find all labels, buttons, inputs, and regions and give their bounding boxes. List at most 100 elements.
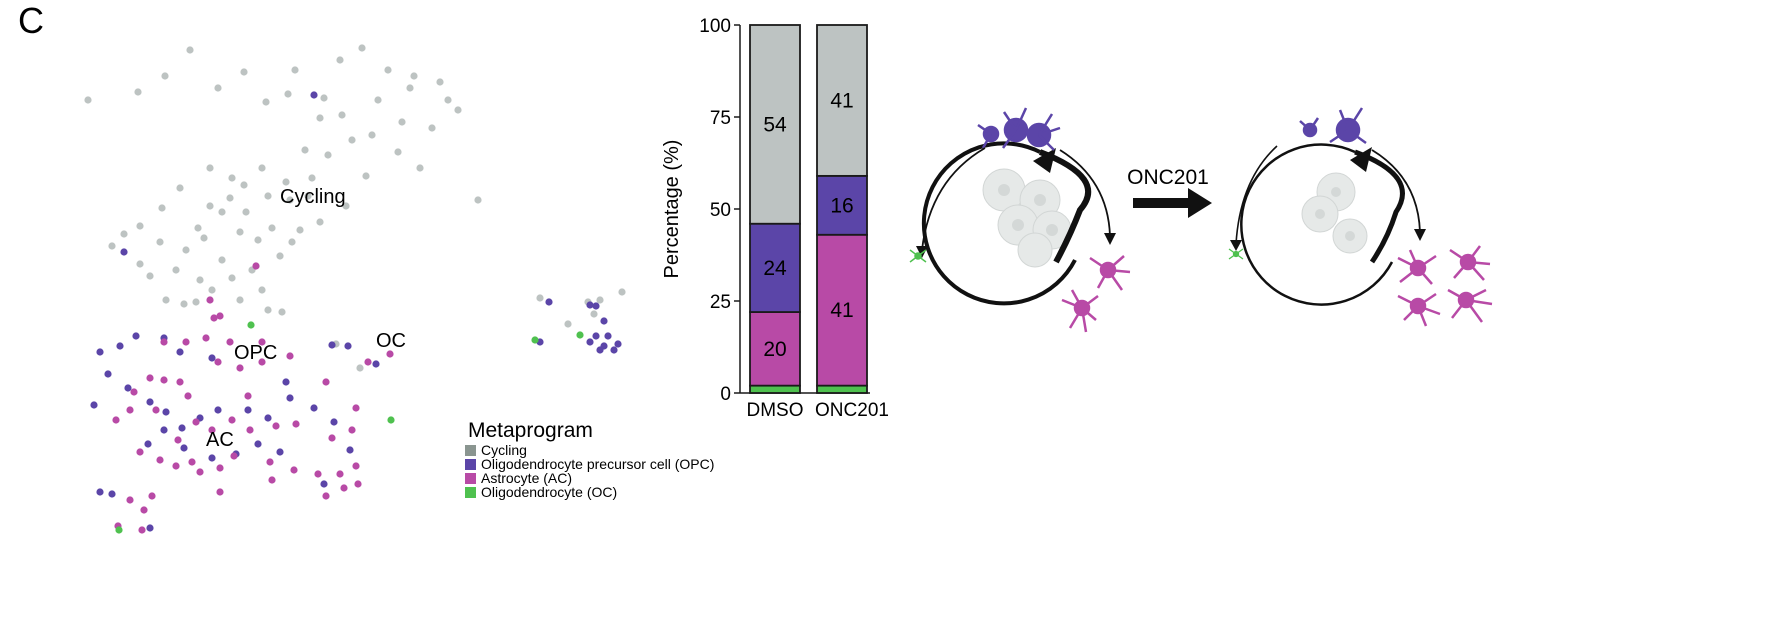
scatter-point-oc bbox=[387, 416, 395, 424]
scatter-point-opc bbox=[614, 340, 622, 348]
scatter-point-ac bbox=[228, 416, 236, 424]
scatter-point-cycling bbox=[436, 78, 444, 86]
scatter-point-cycling bbox=[180, 300, 188, 308]
scatter-points bbox=[84, 44, 626, 534]
scatter-point-cycling bbox=[348, 136, 356, 144]
cluster-label-opc: OPC bbox=[234, 342, 277, 364]
arrowhead-oc-left bbox=[916, 246, 928, 258]
scatter-point-opc bbox=[330, 418, 338, 426]
scatter-point-cycling bbox=[316, 218, 324, 226]
scatter-point-ac bbox=[208, 426, 216, 434]
scatter-point-cycling bbox=[320, 94, 328, 102]
scatter-point-cycling bbox=[291, 66, 299, 74]
scatter-point-opc bbox=[600, 317, 608, 325]
scatter-point-opc bbox=[604, 332, 612, 340]
legend-swatch-opc bbox=[465, 459, 476, 470]
scatter-point-ac bbox=[286, 352, 294, 360]
scatter-point-ac bbox=[148, 492, 156, 500]
scatter-point-cycling bbox=[288, 238, 296, 246]
scatter-point-opc bbox=[116, 342, 124, 350]
bar-segment-oc bbox=[749, 384, 801, 394]
scatter-point-ac bbox=[266, 458, 274, 466]
scatter-point-cycling bbox=[161, 72, 169, 80]
scatter-point-cycling bbox=[308, 174, 316, 182]
scatter-point-ac bbox=[156, 456, 164, 464]
scatter-point-cycling bbox=[296, 226, 304, 234]
bar-segment-ac bbox=[816, 233, 868, 387]
cycle-arrowhead-left bbox=[1033, 148, 1056, 173]
y-tick-label: 25 bbox=[710, 292, 731, 313]
tumor-cell-cluster-left bbox=[982, 168, 1072, 268]
scatter-point-ac bbox=[216, 312, 224, 320]
scatter-point-ac bbox=[160, 376, 168, 384]
scatter-point-ac bbox=[252, 262, 260, 270]
bar-rects bbox=[749, 24, 868, 394]
schematic-onc201 bbox=[1228, 107, 1493, 327]
scatter-point-ac bbox=[174, 436, 182, 444]
scatter-point-cycling bbox=[226, 194, 234, 202]
x-tick-label: DMSO bbox=[747, 400, 804, 421]
scatter-point-ac bbox=[230, 452, 238, 460]
arrowhead-oc-right bbox=[1230, 240, 1242, 251]
scatter-point-cycling bbox=[362, 172, 370, 180]
scatter-point-cycling bbox=[406, 84, 414, 92]
scatter-point-ac bbox=[146, 374, 154, 382]
bar-segment-oc bbox=[816, 384, 868, 394]
scatter-point-opc bbox=[132, 332, 140, 340]
scatter-point-cycling bbox=[240, 68, 248, 76]
bar-segment-cycling bbox=[749, 24, 801, 225]
scatter-point-opc bbox=[146, 524, 154, 532]
scatter-point-cycling bbox=[374, 96, 382, 104]
scatter-point-opc bbox=[586, 301, 594, 309]
scatter-point-cycling bbox=[214, 84, 222, 92]
scatter-point-cycling bbox=[208, 286, 216, 294]
scatter-point-cycling bbox=[136, 260, 144, 268]
legend: Metaprogram Cycling Oligodendrocyte prec… bbox=[465, 419, 714, 500]
scatter-point-ac bbox=[126, 406, 134, 414]
cycle-return-arc-left bbox=[1038, 149, 1092, 264]
legend-swatch-ac bbox=[465, 473, 476, 484]
scatter-point-ac bbox=[182, 338, 190, 346]
legend-item-opc: Oligodendrocyte precursor cell (OPC) bbox=[481, 456, 714, 472]
scatter-point-cycling bbox=[186, 46, 194, 54]
scatter-point-opc bbox=[346, 446, 354, 454]
y-tick-label: 0 bbox=[720, 384, 731, 405]
scatter-point-ac bbox=[184, 392, 192, 400]
scatter-point-cycling bbox=[218, 208, 226, 216]
legend-item-cycling: Cycling bbox=[481, 442, 527, 458]
legend-item-ac: Astrocyte (AC) bbox=[481, 470, 572, 486]
scatter-point-cycling bbox=[172, 266, 180, 274]
scatter-point-opc bbox=[264, 414, 272, 422]
scatter-point-ac bbox=[348, 426, 356, 434]
scatter-point-cycling bbox=[264, 192, 272, 200]
scatter-point-opc bbox=[328, 341, 336, 349]
scatter-point-cycling bbox=[276, 252, 284, 260]
scatter-point-ac bbox=[268, 476, 276, 484]
scatter-point-opc bbox=[310, 91, 318, 99]
scatter-point-cycling bbox=[156, 238, 164, 246]
scatter-point-cycling bbox=[618, 288, 626, 296]
scatter-point-ac bbox=[202, 334, 210, 342]
x-tick-label: ONC201 bbox=[815, 400, 889, 421]
arrow-to-ac-left bbox=[1059, 149, 1111, 237]
scatter-point-ac bbox=[152, 406, 160, 414]
scatter-point-cycling bbox=[444, 96, 452, 104]
scatter-point-ac bbox=[314, 470, 322, 478]
arrow-to-ac-right bbox=[1371, 149, 1421, 233]
bar-axes: 0 25 50 75 100 bbox=[699, 16, 870, 405]
scatter-point-ac bbox=[352, 462, 360, 470]
scatter-point-oc bbox=[531, 336, 539, 344]
bar-value-label: 41 bbox=[830, 299, 853, 322]
scatter-point-cycling bbox=[176, 184, 184, 192]
scatter-point-cycling bbox=[368, 131, 376, 139]
ac-cells-left bbox=[1061, 255, 1131, 333]
scatter-point-ac bbox=[210, 314, 218, 322]
scatter-point-opc bbox=[108, 490, 116, 498]
scatter-point-cycling bbox=[410, 72, 418, 80]
scatter-point-cycling bbox=[236, 296, 244, 304]
scatter-point-cycling bbox=[182, 246, 190, 254]
scatter-point-ac bbox=[196, 468, 204, 476]
scatter-point-opc bbox=[344, 342, 352, 350]
scatter-point-cycling bbox=[394, 148, 402, 156]
